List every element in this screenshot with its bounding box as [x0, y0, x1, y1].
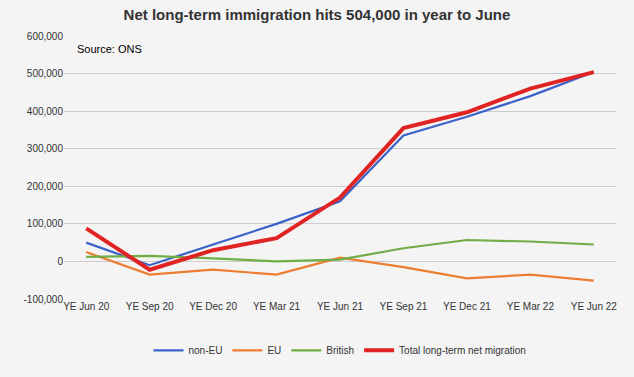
svg-text:non-EU: non-EU [189, 345, 223, 356]
svg-text:600,000: 600,000 [27, 31, 64, 42]
svg-text:-100,000: -100,000 [24, 294, 64, 305]
svg-text:YE Mar 21: YE Mar 21 [253, 301, 301, 312]
svg-text:YE Sep 20: YE Sep 20 [126, 301, 174, 312]
svg-text:300,000: 300,000 [27, 143, 64, 154]
svg-text:YE Jun 22: YE Jun 22 [571, 301, 618, 312]
svg-text:100,000: 100,000 [27, 218, 64, 229]
svg-text:YE Dec 20: YE Dec 20 [189, 301, 237, 312]
svg-text:500,000: 500,000 [27, 68, 64, 79]
svg-text:Net long-term immigration hits: Net long-term immigration hits 504,000 i… [124, 6, 511, 23]
svg-text:EU: EU [267, 345, 281, 356]
svg-text:0: 0 [57, 256, 63, 267]
svg-text:YE Jun 21: YE Jun 21 [317, 301, 364, 312]
svg-text:400,000: 400,000 [27, 106, 64, 117]
svg-text:YE Dec 21: YE Dec 21 [443, 301, 491, 312]
svg-text:Total long-term net migration: Total long-term net migration [399, 345, 526, 356]
svg-text:YE Jun 20: YE Jun 20 [63, 301, 110, 312]
svg-text:Source: ONS: Source: ONS [77, 43, 142, 55]
svg-text:British: British [326, 345, 354, 356]
svg-text:YE Mar 22: YE Mar 22 [507, 301, 555, 312]
svg-text:YE Sep 21: YE Sep 21 [380, 301, 428, 312]
svg-text:200,000: 200,000 [27, 181, 64, 192]
